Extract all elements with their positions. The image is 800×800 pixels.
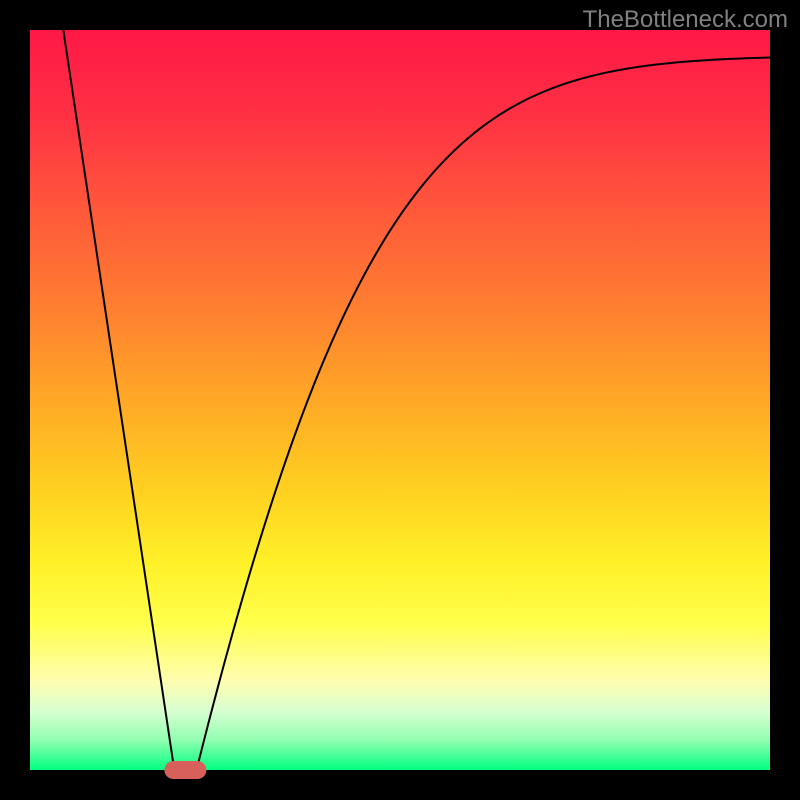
bottleneck-chart [0,0,800,800]
plot-area [30,30,770,770]
chart-container: TheBottleneck.com [0,0,800,800]
watermark-text: TheBottleneck.com [583,6,788,34]
optimum-marker [164,761,206,779]
